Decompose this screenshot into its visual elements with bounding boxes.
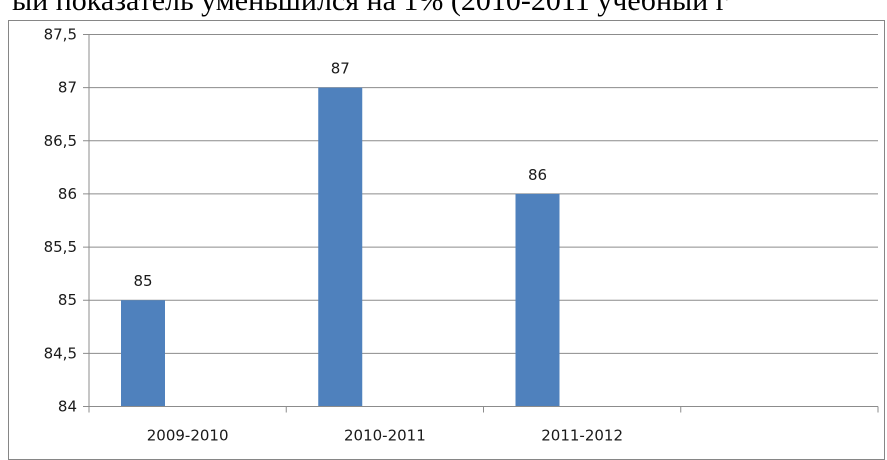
y-tick-label: 87,5 <box>44 26 77 44</box>
y-tick-label: 84,5 <box>44 344 77 362</box>
x-tick-label: 2010-2011 <box>344 427 426 445</box>
data-label: 87 <box>331 60 350 78</box>
bar <box>515 193 560 407</box>
y-tick-label: 86 <box>58 185 77 203</box>
bar <box>318 87 363 407</box>
y-tick-label: 84 <box>58 398 77 416</box>
y-tick-label: 85,5 <box>44 238 77 256</box>
caption-text: ый показатель уменьшился на 1% (2010-201… <box>12 0 729 17</box>
chart-frame: 84 84,5 85 85,5 86 86,5 87 87,5 85 2009-2010 87 201… <box>8 20 885 460</box>
y-tick-label: 87 <box>58 79 77 97</box>
caption-strip: ый показатель уменьшился на 1% (2010-201… <box>0 0 887 22</box>
y-tick-label: 85 <box>58 291 77 309</box>
data-label: 86 <box>528 166 547 184</box>
bar <box>121 300 165 407</box>
bar-chart: 84 84,5 85 85,5 86 86,5 87 87,5 85 2009-2010 87 201… <box>44 26 879 445</box>
x-tick-label: 2009-2010 <box>147 427 229 445</box>
x-tick-label: 2011-2012 <box>541 427 623 445</box>
data-label: 85 <box>133 272 152 290</box>
y-tick-label: 86,5 <box>44 132 77 150</box>
